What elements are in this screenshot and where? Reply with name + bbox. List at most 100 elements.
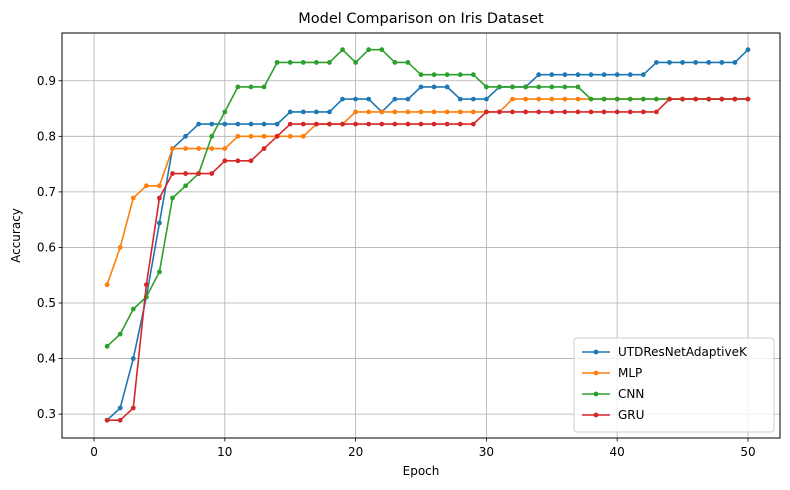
- data-point: [706, 96, 712, 102]
- data-point: [483, 109, 489, 115]
- data-point: [431, 72, 437, 78]
- data-point: [457, 121, 463, 127]
- data-point: [196, 171, 202, 176]
- data-point: [366, 96, 372, 102]
- data-point: [575, 72, 581, 78]
- data-point: [287, 109, 293, 115]
- data-point: [261, 133, 267, 139]
- x-axis-label: Epoch: [403, 464, 440, 478]
- data-point: [405, 60, 411, 65]
- data-point: [353, 96, 359, 102]
- data-point: [549, 72, 555, 78]
- y-tick-label: 0.9: [37, 74, 56, 88]
- x-tick-label: 30: [479, 445, 494, 459]
- data-point: [470, 72, 476, 78]
- data-point: [366, 109, 372, 115]
- data-point: [379, 121, 385, 127]
- data-point: [680, 96, 685, 102]
- data-point: [418, 84, 424, 90]
- data-point: [680, 60, 685, 65]
- data-point: [483, 84, 489, 90]
- x-tick-label: 0: [90, 445, 98, 459]
- chart-title: Model Comparison on Iris Dataset: [298, 11, 544, 27]
- data-point: [353, 60, 359, 65]
- data-point: [549, 109, 555, 115]
- data-point: [274, 121, 280, 127]
- data-point: [170, 171, 175, 176]
- data-point: [431, 109, 437, 115]
- data-point: [523, 84, 529, 90]
- data-point: [470, 109, 476, 115]
- data-point: [444, 84, 450, 90]
- data-point: [340, 96, 345, 102]
- data-point: [130, 405, 136, 411]
- data-point: [117, 417, 123, 423]
- data-point: [353, 109, 359, 115]
- legend-swatch-marker: [593, 412, 599, 418]
- data-point: [209, 121, 215, 127]
- y-tick-label: 0.6: [37, 240, 56, 254]
- ticks: 0 10 20 30 40 50 0.3 0.4 0.5 0.6 0.7 0.8 0.9: [37, 74, 756, 459]
- legend-swatch-marker: [593, 370, 599, 376]
- data-point: [235, 158, 241, 164]
- data-point: [627, 109, 633, 115]
- data-point: [732, 60, 738, 65]
- data-point: [706, 60, 712, 65]
- data-point: [313, 109, 319, 115]
- data-point: [470, 121, 476, 127]
- data-point: [549, 84, 555, 90]
- data-point: [222, 121, 228, 127]
- data-point: [379, 109, 385, 115]
- series-gru: [104, 96, 751, 423]
- data-point: [601, 72, 607, 78]
- data-point: [300, 133, 306, 139]
- data-point: [523, 109, 529, 115]
- data-point: [222, 146, 228, 151]
- data-point: [274, 133, 280, 139]
- data-point: [340, 47, 345, 53]
- data-point: [261, 84, 267, 90]
- data-point: [392, 109, 398, 115]
- data-point: [170, 195, 175, 201]
- data-point: [379, 47, 385, 53]
- data-point: [745, 96, 751, 102]
- legend: UTDResNetAdaptiveK MLP CNN GRU: [573, 337, 775, 433]
- data-point: [235, 121, 241, 127]
- data-point: [340, 121, 345, 127]
- x-tick-label: 10: [217, 445, 232, 459]
- data-point: [510, 84, 515, 90]
- y-axis-label: Accuracy: [9, 208, 23, 263]
- data-point: [549, 96, 555, 102]
- data-point: [157, 183, 162, 189]
- data-point: [327, 121, 332, 127]
- data-point: [588, 109, 594, 115]
- data-point: [209, 133, 215, 139]
- y-tick-label: 0.7: [37, 185, 56, 199]
- data-point: [313, 60, 319, 65]
- legend-label: MLP: [618, 366, 642, 380]
- data-point: [183, 146, 188, 151]
- data-point: [431, 121, 437, 127]
- data-point: [366, 47, 372, 53]
- data-point: [693, 60, 699, 65]
- data-point: [497, 109, 502, 115]
- y-tick-label: 0.5: [37, 296, 56, 310]
- legend-label: GRU: [618, 408, 644, 422]
- data-point: [575, 84, 581, 90]
- data-point: [536, 72, 542, 78]
- data-point: [457, 109, 463, 115]
- data-point: [575, 109, 581, 115]
- legend-swatch-marker: [593, 349, 599, 355]
- data-point: [248, 133, 254, 139]
- data-point: [457, 72, 463, 78]
- data-point: [667, 60, 672, 65]
- data-point: [157, 269, 162, 275]
- data-point: [157, 195, 162, 201]
- data-point: [117, 331, 123, 337]
- data-point: [562, 72, 568, 78]
- data-point: [627, 96, 633, 102]
- y-tick-label: 0.3: [37, 407, 56, 421]
- data-point: [248, 84, 254, 90]
- data-point: [235, 133, 241, 139]
